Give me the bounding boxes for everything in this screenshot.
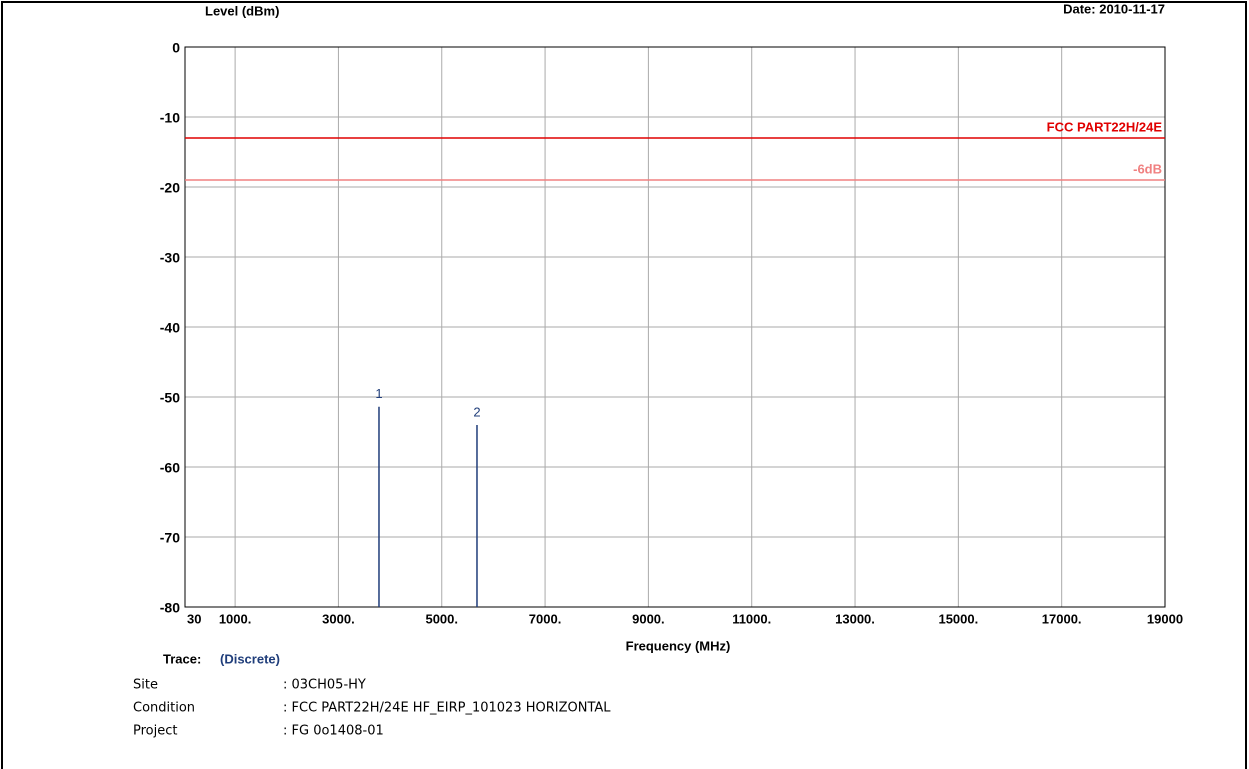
y-axis-title: Level (dBm) bbox=[205, 3, 279, 18]
date: Date: 2010-11-17 bbox=[1063, 1, 1165, 16]
info-key: Condition bbox=[133, 701, 195, 716]
y-tick-label: -60 bbox=[160, 460, 180, 476]
y-tick-label: -40 bbox=[160, 320, 180, 336]
plot-border bbox=[184, 46, 1166, 608]
y-tick-label: -10 bbox=[160, 110, 180, 126]
x-tick-label: 5000. bbox=[425, 611, 458, 626]
marker-label: 1 bbox=[375, 386, 382, 401]
x-tick-label: 7000. bbox=[529, 611, 562, 626]
trace-value: (Discrete) bbox=[220, 651, 280, 666]
y-tick-label: -50 bbox=[160, 390, 180, 406]
y-tick-label: 0 bbox=[172, 40, 180, 56]
info-value: : FCC PART22H/24E HF_EIRP_101023 HORIZON… bbox=[283, 701, 611, 716]
limit-label: -6dB bbox=[1133, 161, 1162, 176]
info-key: Site bbox=[133, 678, 158, 693]
x-tick-label: 15000. bbox=[938, 611, 978, 626]
y-tick-label: -30 bbox=[160, 250, 180, 266]
y-tick-label: -70 bbox=[160, 530, 180, 546]
limit-label: FCC PART22H/24E bbox=[1047, 119, 1163, 134]
marker-label: 2 bbox=[473, 404, 480, 419]
x-tick-label: 11000. bbox=[732, 611, 771, 626]
x-tick-label: 9000. bbox=[632, 611, 665, 626]
trace-label: Trace: bbox=[163, 651, 201, 666]
x-tick-label: 17000. bbox=[1042, 611, 1082, 626]
info-value: : FG 0o1408-01 bbox=[283, 724, 384, 739]
x-tick-label: 30 bbox=[187, 611, 201, 626]
x-tick-label: 13000. bbox=[835, 611, 875, 626]
info-value: : 03CH05-HY bbox=[283, 678, 366, 693]
y-tick-label: -20 bbox=[160, 180, 180, 196]
x-tick-label: 19000 bbox=[1147, 611, 1183, 626]
info-key: Project bbox=[133, 724, 177, 739]
y-tick-label: -80 bbox=[160, 600, 180, 616]
x-tick-label: 1000. bbox=[219, 611, 252, 626]
x-axis-title: Frequency (MHz) bbox=[626, 638, 731, 653]
x-tick-label: 3000. bbox=[322, 611, 355, 626]
